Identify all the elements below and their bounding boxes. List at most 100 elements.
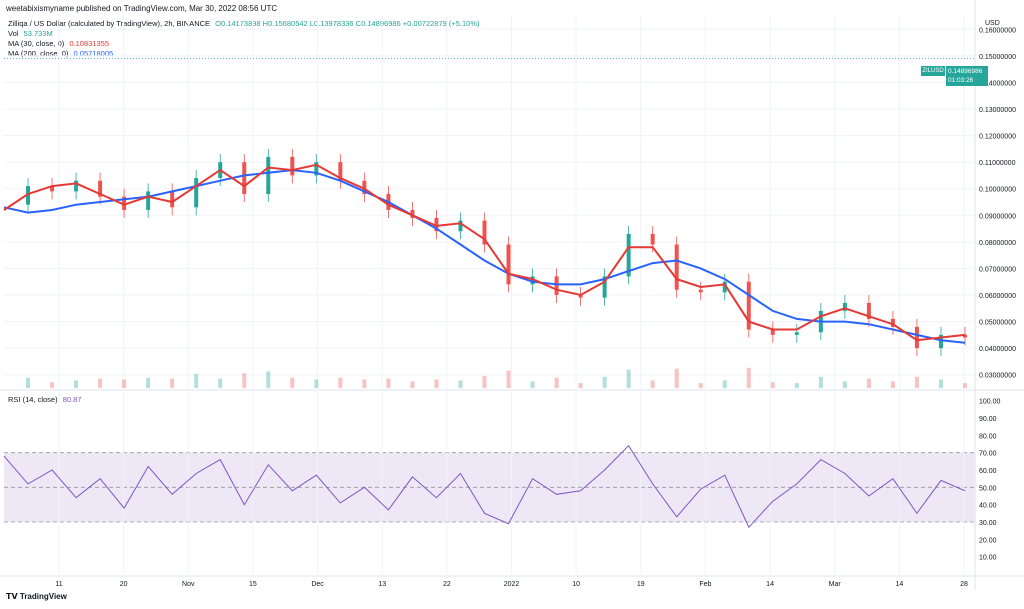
candle-body [98,180,103,197]
rsi-tick-label: 20.00 [979,537,997,544]
ma30-line [3,163,966,342]
symbol-title: Zilliqa / US Dollar (calculated by Tradi… [8,19,211,28]
volume-bar [530,381,535,388]
tradingview-logo: 𝗧𝗩 TradingView [6,592,67,601]
candle-body [698,289,703,293]
price-tick-label: 0.14000000 [979,80,1016,87]
volume-bar [218,378,223,388]
volume-bar [818,376,823,388]
price-tick-label: 0.03000000 [979,373,1016,380]
candle-body [626,233,631,277]
volume-bar [122,379,127,388]
candle-body [362,180,367,195]
volume-bar [482,375,487,388]
volume-bar [963,383,967,388]
brand-icon: 𝗧𝗩 [6,592,20,601]
currency-label: USD [985,20,1000,27]
time-tick-label: Mar [829,581,842,588]
candle-body [266,156,271,195]
candle-body [242,162,247,195]
price-tick-label: 0.11000000 [979,160,1016,167]
price-tick-label: 0.05000000 [979,320,1016,327]
volume-bar [338,377,343,388]
time-tick-label: 28 [960,581,968,588]
candle-body [794,332,799,335]
volume-bar [362,379,367,388]
publisher-header: weetabixismyname published on TradingVie… [6,4,278,13]
rsi-tick-label: 70.00 [979,451,997,458]
price-tick-label: 0.08000000 [979,240,1016,247]
volume-bar [914,376,919,388]
rsi-tick-label: 40.00 [979,503,997,510]
candle-body [458,220,463,232]
volume-bar [770,382,775,388]
time-tick-label: Dec [311,581,324,588]
candle-body [74,180,79,192]
last-price-symbol: ZILUSD [921,66,945,76]
volume-bar [290,377,295,388]
ohlc-values: O0.14173898 H0.15680542 L0.13978336 C0.1… [215,19,480,28]
brand-name: TradingView [19,592,67,601]
volume-bar [938,379,943,388]
candle-body [434,217,439,232]
volume-bar [650,380,655,388]
time-tick-label: 22 [443,581,451,588]
symbol-legend: Zilliqa / US Dollar (calculated by Tradi… [8,19,480,28]
volume-bar [842,381,847,388]
volume-bar [434,379,439,388]
rsi-tick-label: 10.00 [979,555,997,562]
candle-body [602,276,607,298]
candle-body [746,281,751,330]
candle-body [290,156,295,176]
ma30-label: MA (30, close, 0) [8,39,65,48]
volume-bar [866,378,871,388]
candle-body [578,295,583,298]
time-tick-label: 14 [766,581,774,588]
time-tick-label: 19 [637,581,645,588]
candle-body [914,326,919,349]
price-tick-label: 0.07000000 [979,266,1016,273]
time-tick-label: Feb [699,581,711,588]
rsi-tick-label: 80.00 [979,433,997,440]
candle-body [194,178,199,208]
volume-bar [50,382,55,388]
price-tick-label: 0.06000000 [979,293,1016,300]
candle-body [770,329,775,335]
candle-body [963,334,967,338]
volume-bar [170,378,175,388]
candle-body [866,302,871,319]
price-tick-label: 0.16000000 [979,27,1016,34]
rsi-line [3,444,966,529]
candle-body [314,162,319,176]
volume-bar [266,371,271,388]
candle-body [722,281,727,293]
candle-body [122,196,127,210]
candle-body [674,244,679,290]
candle-body [410,209,415,218]
volume-legend: Vol 53.733M [8,29,53,38]
volume-bar [578,383,583,388]
volume-bar [26,377,31,388]
volume-bar [746,367,751,388]
price-tick-label: 0.09000000 [979,213,1016,220]
volume-bar [410,381,415,388]
volume-bar [554,377,559,388]
candle-body [650,233,655,245]
volume-bar [674,368,679,388]
last-price-value: 0.14896986 [948,68,983,75]
rsi-tick-label: 50.00 [979,485,997,492]
volume-bar [74,380,79,388]
volume-bar [146,377,151,388]
volume-bar [242,373,247,388]
candle-body [530,276,535,285]
rsi-tick-label: 90.00 [979,416,997,423]
candle-body [506,244,511,285]
volume-bar [386,378,391,388]
volume-label: Vol [8,29,19,38]
last-price-countdown: 01:03:26 [948,77,974,84]
price-tick-label: 0.12000000 [979,134,1016,141]
candle-body [938,334,943,349]
time-tick-label: 2022 [504,581,520,588]
time-tick-label: 13 [378,581,386,588]
